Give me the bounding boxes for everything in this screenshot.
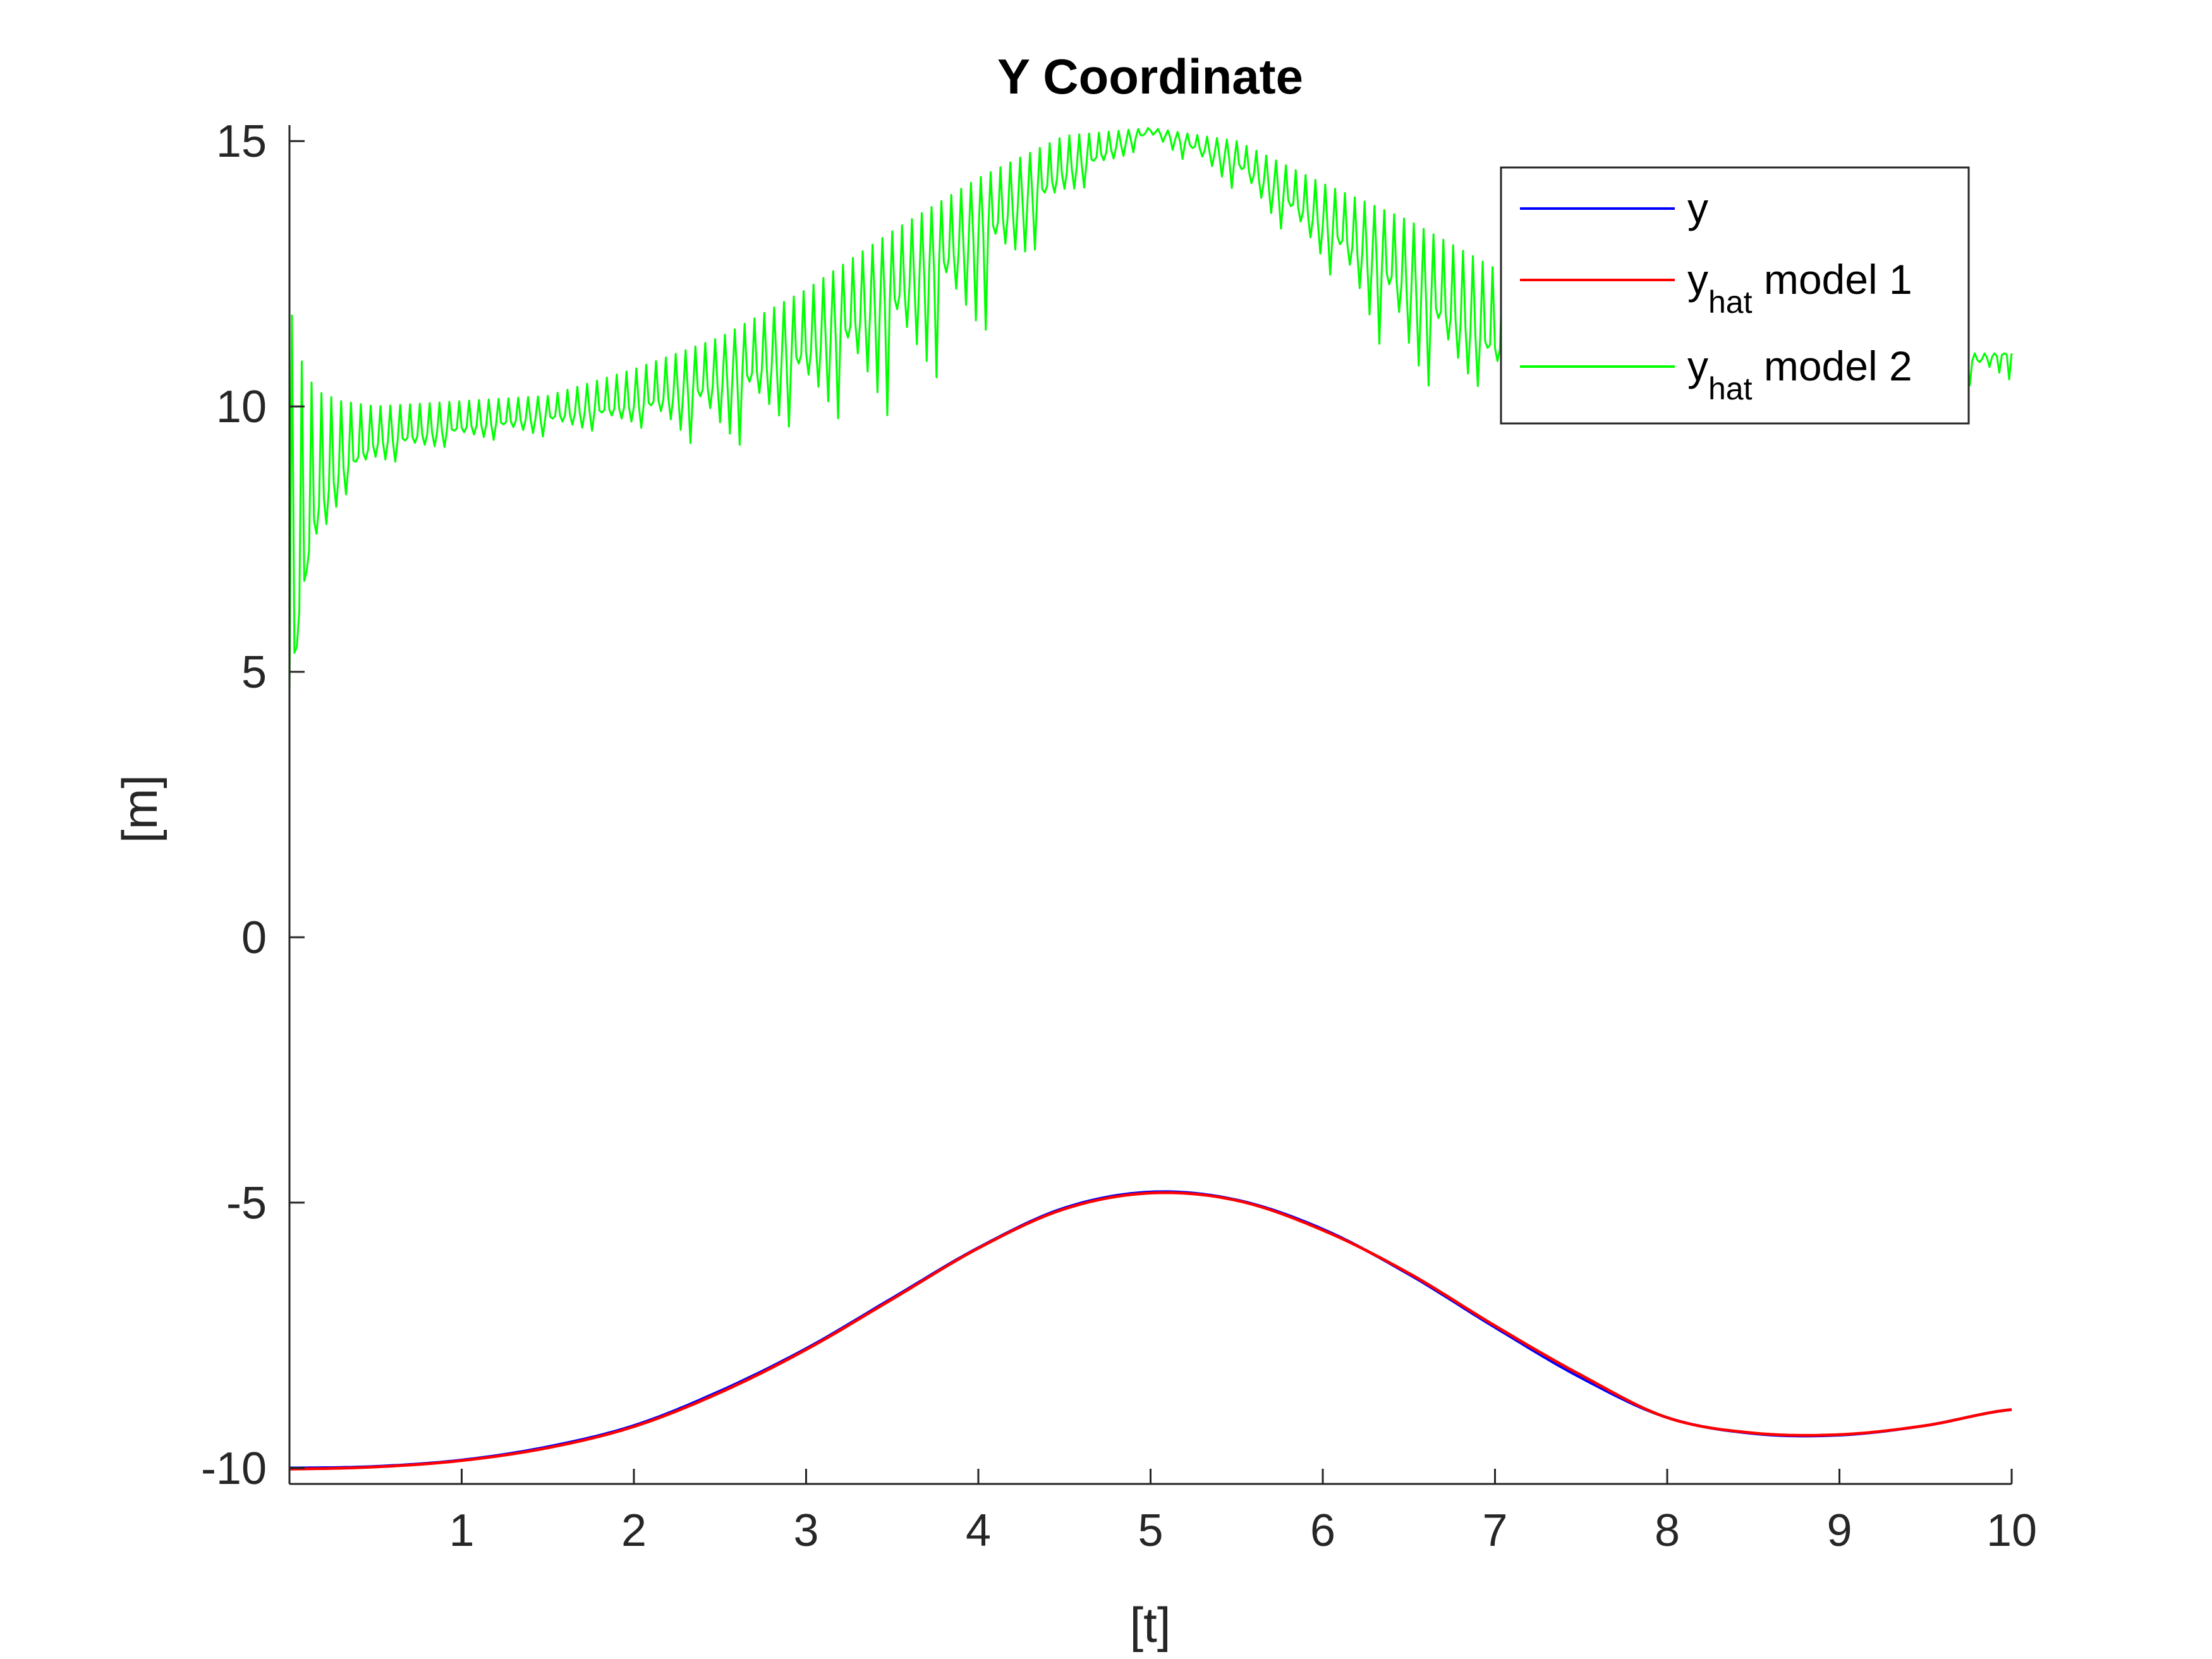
x-tick-label: 9	[1826, 1505, 1852, 1556]
legend: y yhat model 1 yhat model 2	[1500, 166, 1970, 425]
y-axis-label: [m]	[112, 775, 167, 843]
legend-label-3: yhat model 2	[1687, 343, 1912, 406]
x-tick-label: 4	[966, 1505, 991, 1556]
y-tick-label: -5	[226, 1178, 267, 1229]
y-tick-label: 15	[216, 116, 267, 167]
series-line-2	[289, 1191, 2012, 1471]
x-tick-label: 2	[621, 1505, 647, 1556]
y-tick-label: -10	[201, 1443, 267, 1494]
chart-title: Y Coordinate	[997, 49, 1303, 104]
legend-box	[1500, 166, 1970, 425]
x-tick-label: 7	[1482, 1505, 1507, 1556]
x-tick-label: 10	[1986, 1505, 2037, 1556]
x-tick-label: 5	[1138, 1505, 1163, 1556]
x-tick-label: 3	[793, 1505, 818, 1556]
x-tick-label: 6	[1310, 1505, 1335, 1556]
y-tick-label: 0	[241, 913, 267, 963]
x-tick-label: 8	[1655, 1505, 1680, 1556]
x-tick-label: 1	[449, 1505, 474, 1556]
plot-area: 1 2 3 4 5 6 7 8 9 10 -10 -5 0 5 10 15	[201, 116, 2037, 1556]
y-tick-label: 5	[241, 647, 267, 698]
x-axis-label: [t]	[1129, 1597, 1170, 1653]
axes-layer: 1 2 3 4 5 6 7 8 9 10 -10 -5 0 5 10 15	[201, 116, 2037, 1556]
y-tick-label: 10	[216, 382, 267, 432]
legend-label-1: y	[1687, 185, 1708, 231]
legend-label-2: yhat model 1	[1687, 256, 1912, 320]
